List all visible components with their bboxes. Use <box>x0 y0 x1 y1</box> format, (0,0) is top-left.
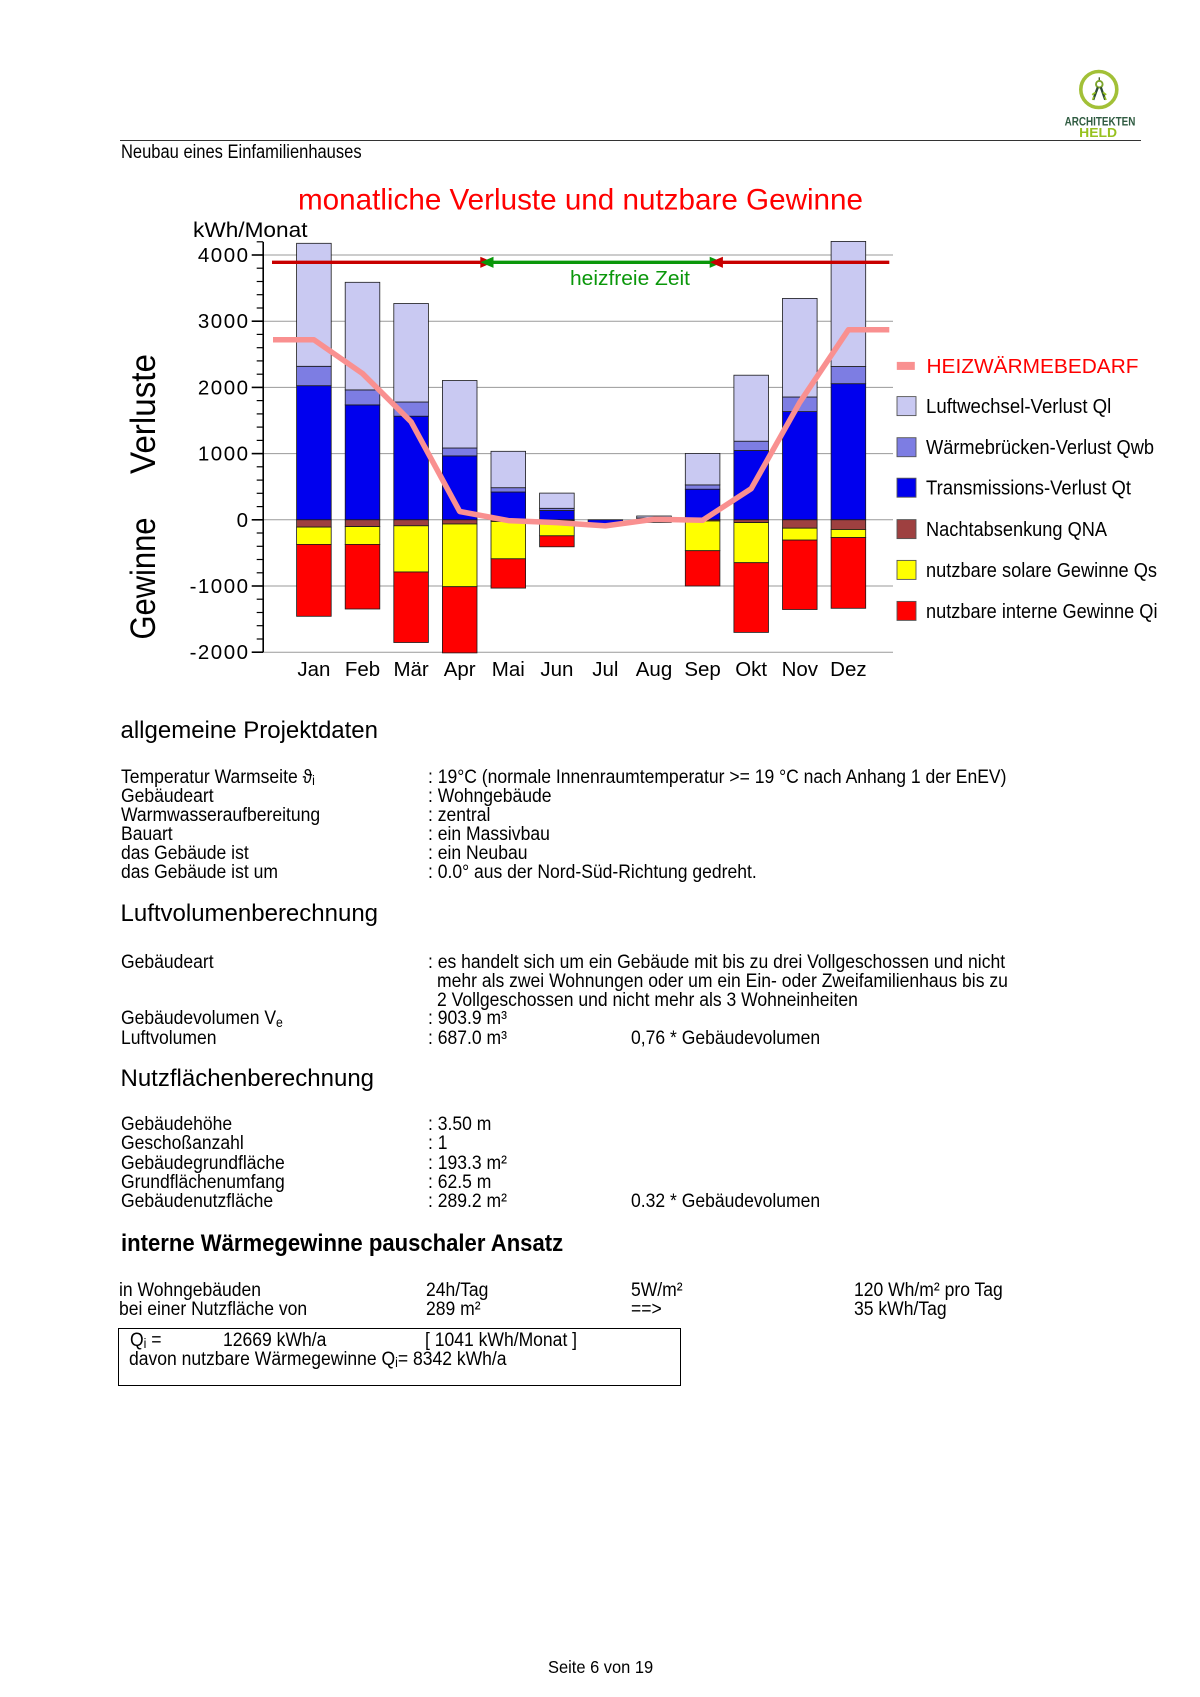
svg-text:Transmissions-Verlust Qt: Transmissions-Verlust Qt <box>926 478 1131 500</box>
svg-text:ARCHITEKTEN: ARCHITEKTEN <box>1065 114 1136 128</box>
svg-text:1000: 1000 <box>198 443 250 466</box>
svg-text:nutzbare interne Gewinne Qi: nutzbare interne Gewinne Qi <box>926 601 1158 623</box>
svg-text:Apr: Apr <box>444 658 476 681</box>
svg-text:Jun: Jun <box>540 658 573 681</box>
svg-text:-1000: -1000 <box>190 575 250 598</box>
svg-text:3000: 3000 <box>198 310 250 333</box>
svg-text:Feb: Feb <box>345 658 380 681</box>
svg-text:Nachtabsenkung QNA: Nachtabsenkung QNA <box>926 519 1108 541</box>
svg-text:Nov: Nov <box>782 658 819 681</box>
svg-text:Jan: Jan <box>297 658 330 681</box>
svg-text:Luftwechsel-Verlust Ql: Luftwechsel-Verlust Ql <box>926 396 1111 418</box>
svg-text:Okt: Okt <box>735 658 767 681</box>
svg-text:Verluste: Verluste <box>124 354 163 474</box>
svg-text:HELD: HELD <box>1079 126 1117 140</box>
svg-text:monatliche Verluste und nutzba: monatliche Verluste und nutzbare Gewinne <box>298 184 863 217</box>
svg-text:Aug: Aug <box>636 658 672 681</box>
svg-text:kWh/Monat: kWh/Monat <box>193 219 308 242</box>
svg-text:Mai: Mai <box>492 658 525 681</box>
svg-text:2000: 2000 <box>198 376 250 399</box>
svg-text:0: 0 <box>237 509 250 532</box>
svg-text:4000: 4000 <box>198 244 250 267</box>
svg-text:Mär: Mär <box>393 658 428 681</box>
svg-text:-2000: -2000 <box>190 641 250 664</box>
svg-text:HEIZWÄRMEBEDARF: HEIZWÄRMEBEDARF <box>927 355 1139 378</box>
svg-text:nutzbare solare Gewinne Qs: nutzbare solare Gewinne Qs <box>926 560 1157 582</box>
svg-text:Sep: Sep <box>684 658 720 681</box>
svg-text:Gewinne: Gewinne <box>124 518 163 640</box>
svg-text:Dez: Dez <box>830 658 866 681</box>
svg-text:heizfreie Zeit: heizfreie Zeit <box>570 267 690 290</box>
svg-text:Wärmebrücken-Verlust Qwb: Wärmebrücken-Verlust Qwb <box>926 437 1154 459</box>
svg-text:Jul: Jul <box>592 658 618 681</box>
